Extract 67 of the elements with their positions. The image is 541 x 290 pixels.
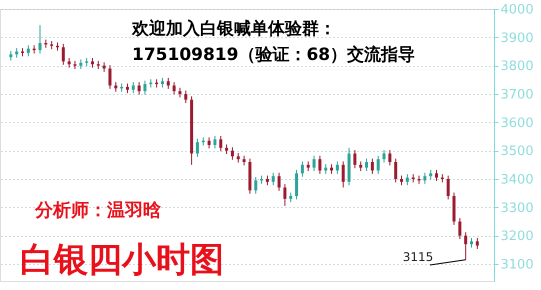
candlestick — [15, 48, 18, 58]
candlestick — [143, 80, 146, 96]
candlestick — [464, 232, 468, 260]
candlestick — [196, 138, 199, 158]
candlestick — [406, 174, 409, 186]
y-tick-label: 3400 — [500, 172, 534, 188]
candlestick — [126, 83, 129, 94]
candlestick — [68, 58, 71, 68]
y-tick-label: 4000 — [500, 2, 534, 18]
candlestick — [26, 44, 30, 57]
candlestick — [254, 176, 258, 194]
candlestick — [289, 192, 292, 203]
candlestick — [295, 169, 298, 200]
text: 白银四小时图 — [20, 240, 224, 280]
annotation: 3115 — [402, 250, 434, 264]
candlestick — [62, 43, 65, 66]
y-tick-label: 3800 — [500, 59, 534, 74]
candlestick — [312, 155, 316, 172]
candlestick — [102, 62, 106, 72]
candlestick — [458, 218, 462, 240]
y-tick-label: 3300 — [500, 200, 534, 216]
candlestick — [172, 82, 176, 96]
candlestick — [38, 24, 42, 54]
candlestick — [138, 82, 141, 96]
y-tick-label: 3200 — [500, 229, 534, 244]
candlestick — [132, 82, 135, 94]
candlestick — [365, 158, 368, 172]
candlestick — [370, 158, 374, 174]
candlestick — [213, 135, 216, 149]
candlestick — [435, 169, 438, 182]
candlestick — [318, 155, 322, 174]
candlestick — [400, 175, 404, 186]
candlestick — [336, 160, 339, 174]
candlestick — [388, 150, 392, 166]
candlestick — [184, 90, 188, 104]
candlestick — [178, 87, 182, 98]
y-tick-label: 3600 — [500, 116, 534, 131]
candlestick — [90, 58, 94, 68]
candlestick — [230, 146, 234, 160]
candlestick — [376, 155, 380, 174]
y-tick-label: 3900 — [500, 30, 534, 46]
candlestick — [266, 175, 269, 186]
y-tick-label: 3700 — [500, 88, 534, 102]
candlestick — [342, 160, 345, 188]
candlestick — [476, 237, 479, 250]
candlestick — [300, 160, 304, 178]
annotation: 175109819（验证：68）交流指导 — [132, 45, 416, 65]
candlestick — [108, 64, 112, 90]
annotation: 欢迎加入白银喊单体验群： — [131, 19, 336, 39]
y-tick-label: 3100 — [500, 258, 534, 272]
candlestick — [394, 158, 398, 183]
candlestick — [353, 150, 356, 169]
candlestick — [242, 155, 246, 166]
candlestick — [278, 172, 281, 192]
candlestick — [114, 82, 118, 92]
candlestick — [272, 172, 275, 186]
candlestick — [423, 172, 426, 184]
y-tick-label: 3500 — [500, 144, 534, 160]
candlestick — [283, 184, 286, 206]
annotation: 分析师：温羽晗 — [34, 200, 162, 221]
candlestick — [382, 150, 386, 164]
candlestick — [330, 164, 334, 174]
candlestick — [166, 77, 170, 90]
candlestick — [219, 135, 222, 152]
candlestick — [324, 164, 328, 174]
candlestick — [208, 136, 211, 149]
candlestick — [446, 175, 450, 200]
